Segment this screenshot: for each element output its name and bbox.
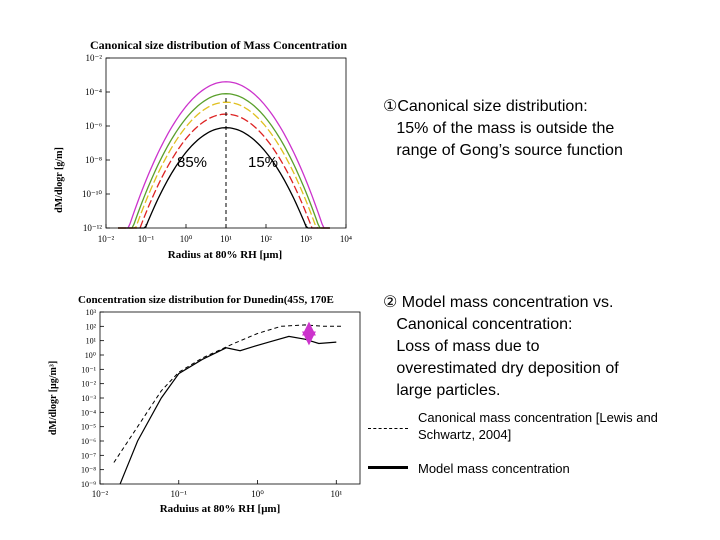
chart1-y-tick-label: 10⁻⁸ [85,155,102,165]
chart2-frame [99,311,361,485]
chart2-title: Concentration size distribution for Dune… [78,294,334,306]
chart2-y-tick-label: 10⁻⁵ [81,423,96,432]
chart2-y-tick-label: 10⁻⁸ [81,466,96,475]
chart2-canonical-line [113,324,343,463]
chart1-series-curve-3 [118,101,330,229]
chart2-x-tick-label: 10¹ [330,489,342,499]
chart1-y-tick-label: 10⁻¹² [83,223,102,233]
chart2-y-tick-label: 10¹ [86,337,97,346]
chart2-y-tick-label: 10⁻⁶ [81,437,96,446]
chart1-x-tick-label: 10⁻² [98,234,115,244]
chart1-x-tick-label: 10³ [300,234,312,244]
chart1-x-tick-label: 10⁻¹ [138,234,155,244]
legend-canonical-line [368,428,408,429]
dunedin-concentration-chart: Concentration size distribution for Dune… [48,294,361,515]
chart2-ylabel: dM/dlogr [μg/m³] [48,361,59,435]
chart1-y-tick-label: 10⁻¹⁰ [82,189,102,199]
chart2-x-tick-label: 10⁻¹ [171,489,188,499]
note-canonical-distribution: ①Canonical size distribution: 15% of the… [383,98,623,159]
chart1-series-curve-4 [118,113,330,229]
chart1-series-curve-1 [118,81,330,229]
chart2-y-tick-label: 10⁻² [81,380,96,389]
legend-model-label: Model mass concentration [418,461,570,476]
chart2-x-tick-label: 10⁰ [251,489,264,499]
chart1-y-tick-label: 10⁻² [86,53,103,63]
chart2-y-tick-label: 10⁻³ [81,394,96,403]
chart1-ylabel: dM/dlogr [g/m] [54,147,65,213]
chart1-xlabel: Radius at 80% RH [μm] [168,249,282,261]
chart1-x-tick-label: 10² [260,234,272,244]
chart1-series-curve-5 [118,127,330,229]
chart1-title: Canonical size distribution of Mass Conc… [90,38,347,52]
legend-canonical-label: Canonical mass concentration [Lewis and … [418,410,658,442]
chart1-series-curve-2 [118,93,330,229]
chart2-xlabel: Raduius at 80% RH [μm] [160,503,281,515]
chart1-y-tick-label: 10⁻⁶ [85,121,102,131]
chart1-x-tick-label: 10¹ [220,234,232,244]
chart2-y-tick-label: 10² [86,322,97,331]
chart2-y-tick-label: 10⁻¹ [81,365,96,374]
chart1-annotation-85: 85% [177,154,207,171]
chart2-y-tick-label: 10⁻⁷ [81,451,96,460]
note-model-vs-canonical: ② Model mass concentration vs. Canonical… [383,294,619,399]
canonical-distribution-chart: Canonical size distribution of Mass Conc… [54,38,352,261]
chart1-x-tick-label: 10⁰ [180,234,193,244]
legend-model-line [368,466,408,469]
chart2-x-tick-label: 10⁻² [92,489,109,499]
chart1-y-tick-label: 10⁻⁴ [85,87,102,97]
chart2-y-tick-label: 10⁻⁴ [81,408,96,417]
chart2-y-tick-label: 10⁰ [85,351,96,360]
chart2-model-line [119,335,337,485]
chart1-x-tick-label: 10⁴ [340,234,352,244]
chart2-y-tick-label: 10⁻⁹ [81,480,96,489]
chart1-annotation-15: 15% [248,154,278,171]
chart2-y-tick-label: 10³ [86,308,97,317]
